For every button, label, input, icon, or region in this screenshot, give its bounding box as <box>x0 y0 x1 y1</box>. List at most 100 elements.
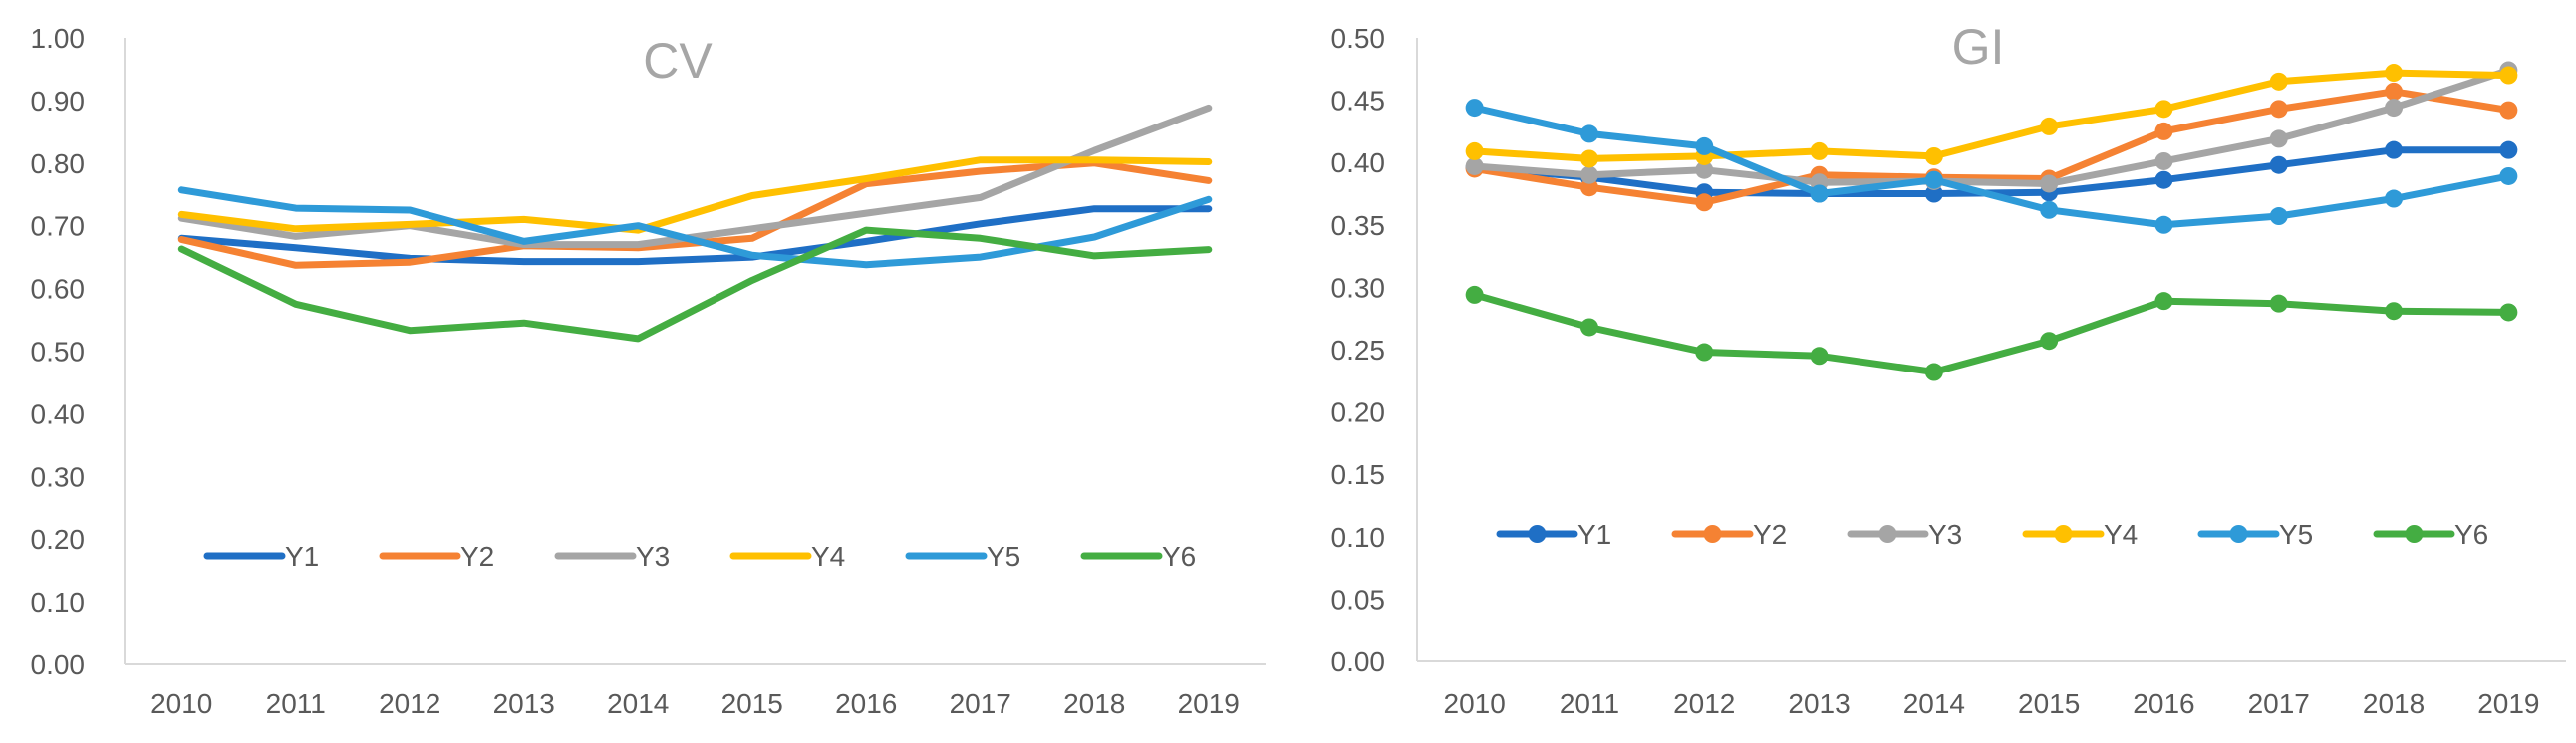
x-tick-label: 2010 <box>1444 688 1506 719</box>
data-point-y3 <box>2269 129 2288 148</box>
series-line-y1 <box>177 205 1213 266</box>
legend-label: Y2 <box>460 541 494 572</box>
y-tick-label: 0.05 <box>1331 584 1386 615</box>
data-point-y1 <box>2499 140 2518 159</box>
x-tick-label: 2016 <box>835 688 897 719</box>
y-tick-label: 0.70 <box>31 211 86 242</box>
y-tick-label: 0.45 <box>1331 86 1386 117</box>
data-point-y6 <box>1810 347 1829 366</box>
y-tick-label: 0.00 <box>31 649 86 680</box>
legend-label: Y5 <box>987 541 1020 572</box>
data-point-y5 <box>2154 215 2173 234</box>
chart-1: GI 0.00 0.05 0.10 0.15 0.20 0.25 0.30 0.35 0.40 0.… <box>1331 19 2566 719</box>
data-point-y4 <box>2269 72 2288 91</box>
legend-label: Y1 <box>285 541 319 572</box>
x-tick-label: 2017 <box>950 688 1011 719</box>
legend-label: Y3 <box>1928 519 1962 550</box>
chart-title: GI <box>1952 19 2005 75</box>
x-tick-label: 2019 <box>2477 688 2539 719</box>
legend: Y1 Y2 Y3 Y4 Y5 Y6 <box>1496 519 2488 550</box>
y-tick-label: 0.25 <box>1331 335 1386 366</box>
data-point-y4 <box>1465 141 1484 160</box>
chart-0: CV 0.00 0.10 0.20 0.30 0.40 0.50 0.60 0.70 0.80 0.… <box>31 23 1266 719</box>
series-line-y3 <box>177 104 1213 249</box>
data-point-y5 <box>2040 200 2059 219</box>
data-point-y2 <box>2154 122 2173 140</box>
y-tick-label: 0.15 <box>1331 459 1386 490</box>
y-tick-label: 0.10 <box>1331 522 1386 553</box>
y-tick-label: 0.50 <box>31 337 86 368</box>
legend-label: Y5 <box>2279 519 2313 550</box>
x-tick-label: 2014 <box>607 688 669 719</box>
legend-marker <box>1528 525 1547 543</box>
data-point-y5 <box>1810 184 1829 203</box>
x-tick-label: 2015 <box>2018 688 2080 719</box>
legend-marker <box>2405 525 2424 543</box>
x-tick-label: 2010 <box>150 688 212 719</box>
data-point-y6 <box>2154 292 2173 311</box>
series-line-y4 <box>177 156 1213 234</box>
y-tick-label: 0.40 <box>1331 147 1386 178</box>
data-point-y2 <box>2499 101 2518 120</box>
data-point-y6 <box>2499 303 2518 322</box>
data-point-y5 <box>1579 124 1598 143</box>
x-tick-label: 2015 <box>721 688 783 719</box>
legend-label: Y4 <box>811 541 845 572</box>
x-tick-label: 2016 <box>2133 688 2194 719</box>
data-point-y3 <box>1579 165 1598 184</box>
data-point-y6 <box>2269 294 2288 313</box>
y-tick-label: 0.50 <box>1331 23 1386 54</box>
chart-title: CV <box>643 33 713 89</box>
series-line-y3 <box>1471 67 2512 187</box>
legend-marker <box>1703 525 1722 543</box>
y-tick-label: 1.00 <box>31 23 86 54</box>
legend-marker <box>2229 525 2248 543</box>
data-point-y3 <box>1695 160 1714 179</box>
data-point-y5 <box>2385 189 2404 208</box>
x-tick-label: 2013 <box>493 688 555 719</box>
series-line-y6 <box>177 226 1213 343</box>
series-line-y6 <box>1471 291 2512 375</box>
data-point-y4 <box>1810 141 1829 160</box>
y-tick-label: 0.35 <box>1331 210 1386 241</box>
data-point-y5 <box>2269 207 2288 226</box>
data-point-y6 <box>2040 332 2059 351</box>
x-tick-label: 2011 <box>266 688 326 719</box>
data-point-y4 <box>2499 66 2518 85</box>
y-tick-label: 0.40 <box>31 398 86 429</box>
data-point-y1 <box>1924 184 1943 203</box>
y-tick-label: 0.20 <box>1331 397 1386 428</box>
data-point-y3 <box>2040 174 2059 193</box>
series-line-y4 <box>1471 69 2512 162</box>
data-point-y2 <box>2385 82 2404 101</box>
data-point-y5 <box>1465 99 1484 118</box>
data-point-y4 <box>2385 64 2404 83</box>
y-tick-label: 0.60 <box>31 274 86 305</box>
data-point-y4 <box>1924 146 1943 165</box>
legend-label: Y4 <box>2104 519 2138 550</box>
x-tick-label: 2012 <box>1673 688 1735 719</box>
legend-label: Y3 <box>636 541 670 572</box>
y-tick-label: 0.30 <box>31 461 86 492</box>
data-point-y5 <box>1695 136 1714 155</box>
x-tick-label: 2019 <box>1178 688 1240 719</box>
x-tick-label: 2017 <box>2248 688 2310 719</box>
x-tick-label: 2012 <box>379 688 440 719</box>
x-tick-label: 2011 <box>1560 688 1619 719</box>
data-point-y6 <box>1465 285 1484 304</box>
y-tick-label: 0.20 <box>31 524 86 555</box>
x-tick-label: 2013 <box>1788 688 1850 719</box>
data-point-y4 <box>2154 100 2173 119</box>
data-point-y6 <box>2385 302 2404 321</box>
data-point-y2 <box>2269 100 2288 119</box>
data-point-y1 <box>2385 140 2404 159</box>
x-tick-label: 2014 <box>1903 688 1965 719</box>
series-line-y5 <box>1471 104 2512 229</box>
data-point-y1 <box>2154 170 2173 189</box>
legend-label: Y1 <box>1577 519 1611 550</box>
data-point-y2 <box>1579 178 1598 197</box>
x-tick-label: 2018 <box>2363 688 2425 719</box>
legend-marker <box>1878 525 1897 543</box>
legend-label: Y6 <box>2454 519 2488 550</box>
